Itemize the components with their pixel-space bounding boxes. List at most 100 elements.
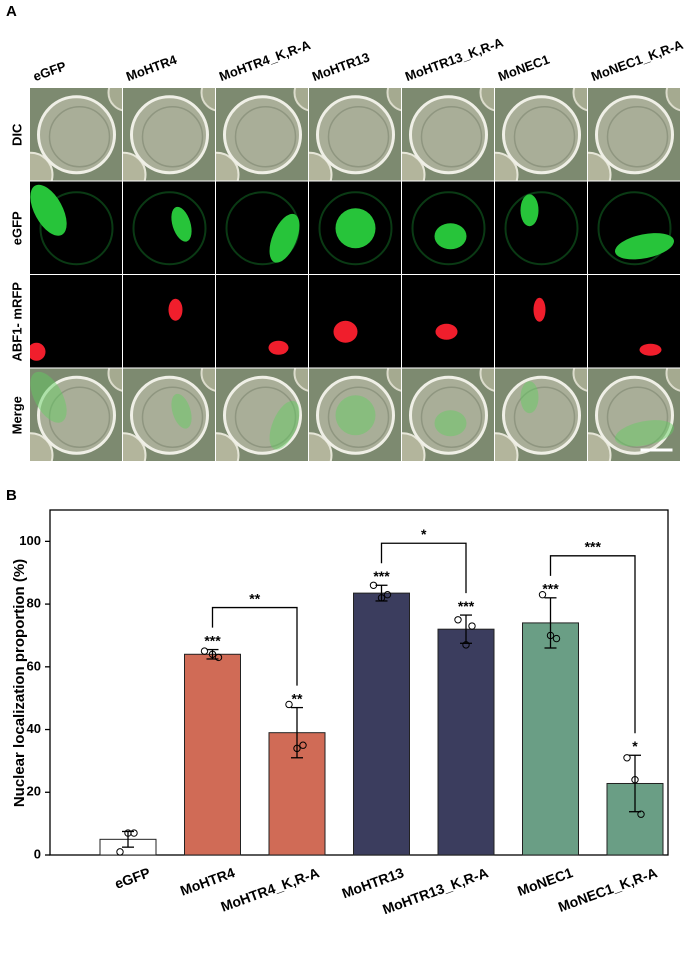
- protoplast-inner: [606, 106, 669, 168]
- protoplast-inner: [234, 386, 297, 448]
- significance-label: **: [292, 690, 303, 706]
- micrograph: [588, 368, 680, 461]
- cell-outline: [411, 191, 486, 266]
- data-point: [454, 616, 462, 624]
- data-point: [299, 741, 307, 749]
- data-point: [552, 634, 561, 643]
- bracket-line: [380, 542, 467, 594]
- gfp-overlay: [335, 395, 376, 436]
- protoplast-inner: [327, 106, 390, 168]
- column-label: MoHTR13_K,R-A: [403, 34, 506, 84]
- neighbor-cell: [572, 368, 587, 392]
- row-label: eGFP: [9, 211, 24, 245]
- significance-label: ***: [373, 568, 390, 584]
- neighbor-cell: [495, 432, 519, 461]
- micrograph: [30, 88, 122, 181]
- gfp-signal: [335, 208, 376, 249]
- image-bg: [402, 275, 494, 368]
- row-label: DIC: [9, 123, 24, 146]
- y-tick-label: 100: [19, 533, 41, 548]
- protoplast-inner: [420, 386, 483, 448]
- y-tick-label: 60: [27, 658, 41, 673]
- column-label: eGFP: [31, 58, 68, 84]
- data-point: [383, 590, 392, 599]
- bar: [522, 622, 579, 856]
- rfp-signal: [435, 323, 458, 340]
- y-tick-label: 40: [27, 721, 41, 736]
- micrograph: [30, 181, 122, 274]
- image-bg: [495, 181, 587, 274]
- micrograph: [495, 181, 587, 274]
- micrograph: [216, 275, 308, 368]
- image-bg: [216, 275, 308, 368]
- cell-outline: [597, 191, 672, 266]
- neighbor-cell: [200, 368, 215, 392]
- micrograph: [309, 181, 401, 274]
- gfp-signal: [30, 184, 67, 236]
- y-axis-label: Nuclear localization proportion (%): [11, 559, 28, 807]
- comparison-label: *: [421, 526, 427, 542]
- data-point: [369, 581, 378, 589]
- bar: [353, 592, 410, 856]
- cell-outline: [504, 191, 579, 266]
- image-bg: [309, 275, 401, 368]
- protoplast-inner: [48, 386, 111, 448]
- gfp-overlay: [614, 420, 675, 447]
- comparison-label: ***: [585, 539, 602, 555]
- rfp-signal: [333, 320, 358, 343]
- neighbor-cell: [309, 151, 333, 181]
- micrograph: [216, 88, 308, 181]
- neighbor-cell: [30, 432, 54, 461]
- bar: [184, 653, 241, 856]
- micrograph: [30, 368, 122, 461]
- neighbor-cell: [479, 368, 494, 392]
- column-label: MoNEC1_K,R-A: [589, 37, 685, 84]
- neighbor-cell: [309, 432, 333, 461]
- gfp-signal: [614, 233, 675, 260]
- cell-outline: [132, 191, 207, 266]
- data-point: [538, 590, 547, 599]
- image-bg: [495, 275, 587, 368]
- protoplast-inner: [327, 386, 390, 448]
- micrograph: [588, 181, 680, 274]
- neighbor-cell: [107, 88, 122, 112]
- micrograph: [309, 275, 401, 368]
- panel-label: A: [6, 3, 17, 20]
- micrograph: [309, 88, 401, 181]
- panel-label: B: [6, 487, 17, 504]
- image-bg: [123, 181, 215, 274]
- micrograph: [495, 368, 587, 461]
- column-label: MoNEC1: [496, 52, 551, 84]
- bracket-line: [211, 606, 298, 686]
- column-label: MoHTR13: [310, 49, 371, 84]
- protoplast-inner: [513, 386, 576, 448]
- data-point: [214, 653, 223, 662]
- x-tick-label: MoNEC1: [515, 864, 575, 899]
- neighbor-cell: [216, 151, 240, 181]
- protoplast-inner: [234, 106, 297, 168]
- error-bar: [291, 706, 303, 759]
- data-point: [377, 594, 386, 602]
- comparison-bracket: **: [211, 590, 298, 686]
- micrograph: [495, 275, 587, 368]
- protoplast-inner: [420, 106, 483, 168]
- protoplast-inner: [141, 106, 204, 168]
- data-point: [116, 848, 124, 856]
- data-point: [285, 700, 293, 709]
- micrograph: [309, 368, 401, 461]
- cell-outline: [39, 191, 114, 266]
- y-tick-label: 0: [34, 846, 41, 861]
- comparison-bracket: ***: [549, 539, 636, 734]
- micrograph: [588, 88, 680, 181]
- neighbor-cell: [216, 432, 240, 461]
- row-label: Merge: [9, 396, 24, 434]
- image-bg: [123, 275, 215, 368]
- micrograph: [402, 181, 494, 274]
- neighbor-cell: [588, 151, 612, 181]
- data-point: [208, 650, 217, 658]
- neighbor-cell: [293, 88, 308, 112]
- gfp-signal: [434, 223, 467, 250]
- neighbor-cell: [572, 88, 587, 112]
- neighbor-cell: [123, 432, 147, 461]
